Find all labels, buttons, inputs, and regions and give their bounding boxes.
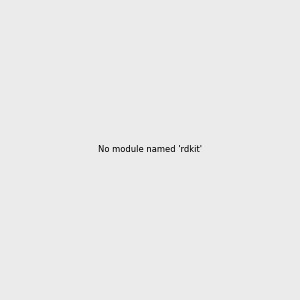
Text: No module named 'rdkit': No module named 'rdkit' (98, 146, 202, 154)
